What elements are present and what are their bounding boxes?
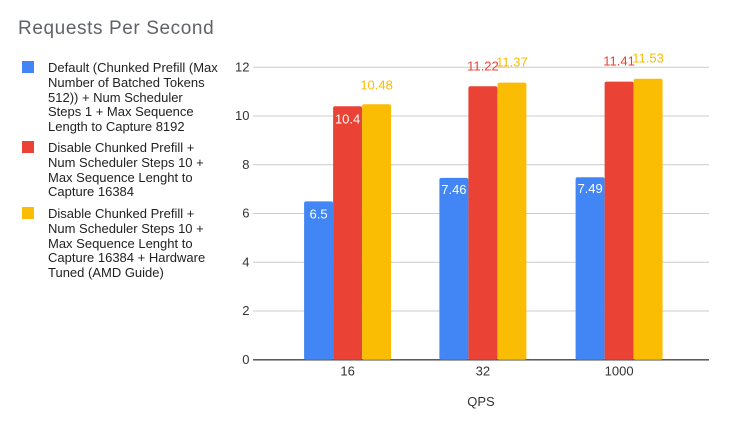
svg-text:2: 2 (242, 303, 249, 318)
svg-text:1000: 1000 (605, 364, 634, 379)
svg-text:6.5: 6.5 (310, 206, 328, 221)
svg-text:11.41: 11.41 (603, 54, 635, 69)
svg-text:32: 32 (476, 364, 490, 379)
svg-text:QPS: QPS (467, 394, 495, 409)
svg-text:4: 4 (242, 255, 249, 270)
svg-text:6: 6 (242, 206, 249, 221)
svg-text:12: 12 (235, 59, 249, 74)
svg-text:11.37: 11.37 (496, 55, 528, 70)
svg-text:11.53: 11.53 (632, 51, 664, 66)
svg-text:7.46: 7.46 (441, 182, 466, 197)
svg-text:11.22: 11.22 (467, 58, 499, 73)
svg-text:0: 0 (242, 352, 249, 367)
svg-text:10.4: 10.4 (335, 111, 360, 126)
svg-text:16: 16 (340, 364, 354, 379)
svg-text:8: 8 (242, 157, 249, 172)
svg-text:10.48: 10.48 (360, 78, 393, 93)
svg-text:7.49: 7.49 (577, 181, 602, 196)
svg-text:10: 10 (235, 108, 249, 123)
